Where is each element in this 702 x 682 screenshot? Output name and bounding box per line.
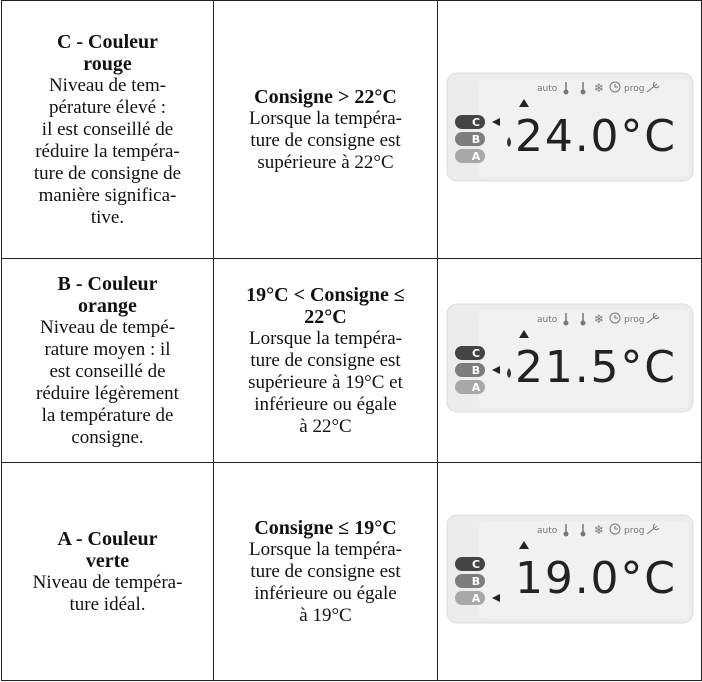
temperature-value: 19.0°C <box>515 553 675 604</box>
thermometer-bulb <box>581 90 585 94</box>
condition-text: ture de consigne est <box>216 561 435 583</box>
condition-title: Consigne ≤ 19°C <box>216 517 435 539</box>
level-description: ture idéal. <box>4 594 211 616</box>
prog-label: prog <box>624 315 644 325</box>
snowflake-icon: ❄ <box>594 312 604 326</box>
level-description: rature moyen : il <box>4 339 211 361</box>
level-title: verte <box>4 550 211 572</box>
level-description: pérature élevé : <box>4 97 211 119</box>
level-badge <box>455 132 485 146</box>
thermostat-display: auto ❄ prog CBA 21.5°C <box>445 302 695 414</box>
icon-bar: auto ❄ prog <box>537 81 659 95</box>
prog-label: prog <box>624 526 644 536</box>
condition-text: Lorsque la tempéra- <box>216 108 435 130</box>
condition-text: Lorsque la tempéra- <box>216 539 435 561</box>
level-description: manière significa- <box>4 185 211 207</box>
temperature-value: 21.5°C <box>515 342 675 393</box>
level-description: consigne. <box>4 427 211 449</box>
level-badge-label: A <box>471 381 480 394</box>
thermostat-display: auto ❄ prog CBA 19.0°C <box>445 513 695 625</box>
condition-text: supérieure à 22°C <box>216 152 435 174</box>
level-title: rouge <box>4 53 211 75</box>
thermometer-bulb <box>564 90 568 94</box>
thermometer-bulb <box>564 532 568 536</box>
level-badge <box>455 591 485 605</box>
level-badge-label: B <box>471 133 479 146</box>
level-badge <box>455 115 485 129</box>
level-description: Niveau de tempé- <box>4 317 211 339</box>
level-badge <box>455 574 485 588</box>
level-badge <box>455 363 485 377</box>
level-badge <box>455 557 485 571</box>
condition-text: à 22°C <box>216 416 435 438</box>
thermometer-bulb <box>564 321 568 325</box>
level-description: il est conseillé de <box>4 119 211 141</box>
icon-bar: auto ❄ prog <box>537 312 659 326</box>
level-badge-label: A <box>471 150 480 163</box>
level-description: réduire légèrement <box>4 383 211 405</box>
condition-title: 19°C < Consigne ≤ <box>216 284 435 306</box>
auto-label: auto <box>537 315 558 325</box>
temperature-value: 24.0°C <box>515 111 675 162</box>
level-description: est conseillé de <box>4 361 211 383</box>
level-description: ture de consigne de <box>4 163 211 185</box>
condition-text: supérieure à 19°C et <box>216 372 435 394</box>
level-description: la température de <box>4 405 211 427</box>
condition-text: ture de consigne est <box>216 130 435 152</box>
thermometer-bulb <box>581 532 585 536</box>
condition-title: 22°C <box>216 306 435 328</box>
level-description: tive. <box>4 207 211 229</box>
snowflake-icon: ❄ <box>594 81 604 95</box>
condition-text: ture de consigne est <box>216 350 435 372</box>
condition-title: Consigne > 22°C <box>216 86 435 108</box>
level-title: A - Couleur <box>4 528 211 550</box>
level-title: B - Couleur <box>4 273 211 295</box>
level-badge-label: C <box>471 558 479 571</box>
level-badge <box>455 346 485 360</box>
auto-label: auto <box>537 84 558 94</box>
condition-text: inférieure ou égale <box>216 394 435 416</box>
condition-text: à 19°C <box>216 605 435 627</box>
level-badge-label: C <box>471 347 479 360</box>
level-badge-label: C <box>471 116 479 129</box>
level-badge <box>455 380 485 394</box>
level-badge-label: B <box>471 364 479 377</box>
level-badge-label: A <box>471 592 480 605</box>
level-title: C - Couleur <box>4 31 211 53</box>
icon-bar: auto ❄ prog <box>537 523 659 537</box>
prog-label: prog <box>624 84 644 94</box>
condition-text: inférieure ou égale <box>216 583 435 605</box>
auto-label: auto <box>537 526 558 536</box>
thermometer-bulb <box>581 321 585 325</box>
level-title: orange <box>4 295 211 317</box>
level-description: Niveau de tem- <box>4 75 211 97</box>
snowflake-icon: ❄ <box>594 523 604 537</box>
level-description: Niveau de tempéra- <box>4 572 211 594</box>
level-badge <box>455 149 485 163</box>
level-description: réduire la tempéra- <box>4 141 211 163</box>
thermostat-display: auto ❄ prog CBA 24.0°C <box>445 71 695 183</box>
page: {"display_labels": {"auto": "auto", "pro… <box>0 0 702 682</box>
level-badge-label: B <box>471 575 479 588</box>
condition-text: Lorsque la tempéra- <box>216 328 435 350</box>
table: C - CouleurrougeNiveau de tem-pérature é… <box>1 0 702 681</box>
